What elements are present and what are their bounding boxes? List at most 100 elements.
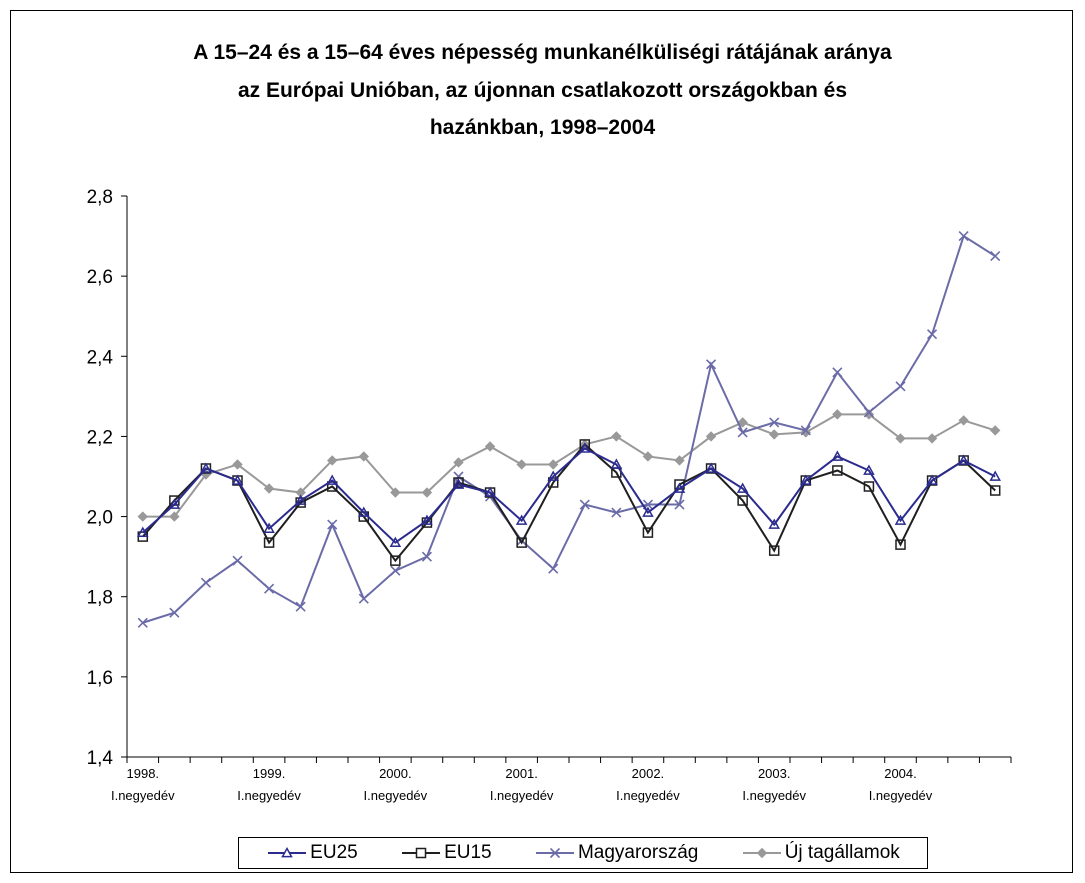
series-2-line	[142, 234, 996, 624]
series-2-point	[358, 593, 369, 604]
series-2-point	[958, 231, 969, 242]
series-3-point	[990, 425, 1001, 436]
x-tick-label-year: 2003.	[758, 766, 791, 781]
series-1-point	[453, 477, 464, 488]
series-2-point	[327, 519, 338, 530]
series-1-point	[832, 465, 843, 476]
x-tick-label-quarter: I.negyedév	[364, 788, 428, 803]
series-3-point	[358, 451, 369, 462]
x-tick-label-quarter: I.negyedév	[111, 788, 175, 803]
series-3-point	[926, 433, 938, 444]
series-3-point	[548, 459, 559, 470]
series-0-point	[673, 482, 686, 493]
chart-frame	[10, 10, 1073, 873]
y-tick-label: 1,6	[87, 668, 113, 689]
series-0-point	[326, 474, 338, 485]
series-0-point	[831, 450, 844, 461]
legend-item: Új tagállamok	[741, 842, 900, 864]
y-tick-label: 2,4	[87, 347, 114, 368]
series-2-point	[453, 471, 464, 482]
legend-label: EU15	[444, 842, 492, 863]
legend-item: Magyarország	[534, 842, 698, 864]
series-2-point	[706, 359, 717, 370]
legend-swatch	[268, 846, 307, 858]
series-2-point	[295, 601, 306, 612]
series-0-point	[547, 470, 559, 481]
series-3-line	[142, 413, 996, 518]
series-3-point	[453, 457, 464, 468]
series-1-point	[768, 545, 780, 556]
series-2-point	[264, 583, 275, 594]
series-0-point	[705, 462, 717, 473]
legend-label: Új tagállamok	[784, 842, 900, 863]
series-3-point	[137, 511, 148, 522]
series-3-point	[705, 431, 717, 442]
series-1-point	[295, 497, 306, 508]
series-0-point	[484, 486, 496, 497]
series-2-point	[169, 607, 180, 618]
series-2-point	[421, 551, 432, 562]
series-1-point	[516, 537, 527, 548]
series-1-point	[642, 527, 654, 538]
series-3-point	[769, 429, 780, 440]
y-tick-label: 1,4	[87, 748, 114, 769]
series-0-point	[989, 470, 1001, 481]
y-tick-label: 2,8	[87, 187, 113, 208]
series-0-point	[421, 514, 433, 525]
legend-swatch	[535, 847, 574, 859]
series-3-point	[737, 417, 748, 428]
series-3-point	[863, 409, 875, 420]
legend-swatch	[402, 847, 441, 859]
series-0-point	[863, 464, 875, 475]
series-2-point	[579, 499, 590, 510]
series-2-point	[895, 381, 906, 392]
series-2-point	[800, 425, 811, 436]
series-2-point	[863, 407, 874, 418]
series-3-point	[674, 455, 685, 466]
series-3-point	[327, 455, 338, 466]
legend-item: EU25	[266, 842, 358, 864]
series-3-point	[516, 459, 527, 470]
legend-item: EU15	[400, 842, 492, 864]
series-0-point	[452, 478, 465, 489]
y-tick-label: 2,6	[87, 267, 113, 288]
x-tick-label-year: 2001.	[505, 766, 538, 781]
series-3-point	[895, 433, 906, 444]
chart-title-line-3: hazánkban, 1998–2004	[429, 116, 656, 139]
series-1-point	[326, 481, 338, 492]
series-0-point	[137, 526, 149, 537]
series-3-point	[232, 459, 243, 470]
series-3-point	[642, 451, 654, 462]
x-tick-label-quarter: I.negyedév	[869, 788, 933, 803]
series-0-line	[142, 447, 996, 544]
series-3-point	[832, 409, 843, 420]
series-1-point	[863, 481, 875, 492]
series-0-point	[358, 506, 370, 517]
series-1-point	[989, 485, 1001, 496]
series-3-point	[958, 415, 969, 426]
series-0-point	[168, 498, 181, 509]
series-2-point	[674, 499, 685, 510]
series-1-point	[737, 495, 748, 506]
series-2-point	[832, 367, 843, 378]
series-2-point	[769, 417, 780, 428]
series-0-point	[768, 518, 780, 529]
chart-title-line-1: A 15–24 és a 15–64 éves népesség munkané…	[193, 41, 892, 64]
series-2-point	[390, 565, 401, 576]
x-tick-label-quarter: I.negyedév	[616, 788, 680, 803]
series-0-point	[736, 482, 749, 493]
series-3-point	[390, 487, 401, 498]
series-0-point	[579, 442, 591, 453]
x-tick-label-year: 1999.	[253, 766, 286, 781]
x-tick-label-quarter: I.negyedév	[237, 788, 301, 803]
x-tick-label-quarter: I.negyedév	[490, 788, 554, 803]
series-3-point	[263, 483, 275, 494]
x-tick-label-year: 2004.	[884, 766, 917, 781]
series-2-point	[737, 427, 748, 438]
series-0-point	[800, 474, 812, 485]
y-tick-label: 2,2	[87, 427, 113, 448]
chart-title-line-2: az Európai Unióban, az újonnan csatlakoz…	[237, 79, 848, 102]
chart-legend: EU25 EU15 Magyarország Új tagállamok	[238, 837, 928, 869]
series-0-point	[610, 458, 623, 469]
